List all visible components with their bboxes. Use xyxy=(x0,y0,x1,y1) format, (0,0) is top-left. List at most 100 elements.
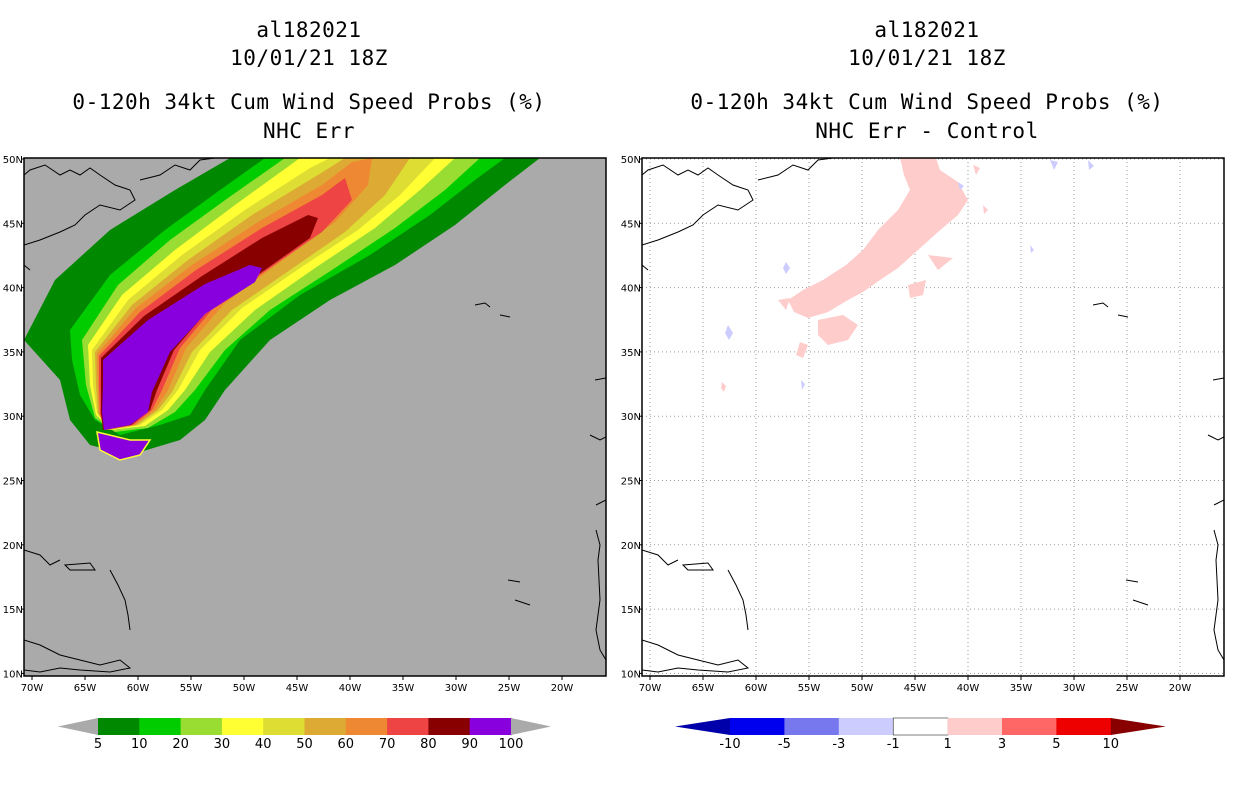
right-colorbar-box-0 xyxy=(730,718,785,735)
left-colorbar-box-7 xyxy=(387,718,429,735)
left-colorbar-box-3 xyxy=(221,718,264,735)
right-lat-label-15N: 15N xyxy=(621,605,641,616)
canada-coast xyxy=(24,164,136,246)
right-colorbar-label-1: 1 xyxy=(943,737,951,752)
positive-diff-band xyxy=(788,158,968,318)
left-product-title: 0-120h 34kt Cum Wind Speed Probs (%) xyxy=(72,90,546,114)
right-colorbar-label--10: -10 xyxy=(719,737,740,752)
left-colorbar-box-1 xyxy=(139,718,182,735)
right-colorbar-label--3: -3 xyxy=(832,737,845,752)
right-axis-ticks: 70W 65W 60W 55W 50W 45W 40W 35W 30W 25W 20W 50N 45N 4… xyxy=(621,155,1192,694)
right-lon-label-60W: 60W xyxy=(745,683,768,694)
left-colorbar-box-2 xyxy=(180,718,223,735)
right-lon-label-20W: 20W xyxy=(1169,683,1192,694)
left-coastlines xyxy=(24,158,606,673)
right-coastlines xyxy=(642,158,1224,673)
right-lat-label-25N: 25N xyxy=(621,477,641,488)
left-colorbar-low-extend xyxy=(58,718,98,735)
newfoundland-coast-r xyxy=(757,158,834,181)
right-colorbar: -10 -5 -3 -1 1 3 5 10 xyxy=(675,717,1166,752)
right-product-title: 0-120h 34kt Cum Wind Speed Probs (%) xyxy=(690,90,1164,114)
left-lat-label-10N: 10N xyxy=(3,669,23,680)
right-lon-label-65W: 65W xyxy=(692,683,715,694)
right-colorbar-box-3 xyxy=(892,717,949,736)
canary-islands-r xyxy=(1207,377,1224,441)
right-lon-label-35W: 35W xyxy=(1010,683,1033,694)
negative-diff-patch-2 xyxy=(783,262,790,274)
left-lon-label-25W: 25W xyxy=(498,683,521,694)
left-colorbar-box-0 xyxy=(98,718,140,735)
left-probability-shading xyxy=(24,158,540,461)
right-colorbar-label--1: -1 xyxy=(887,737,900,752)
positive-diff-patch-5 xyxy=(778,298,790,310)
right-colorbar-label--5: -5 xyxy=(778,737,791,752)
left-lat-label-40N: 40N xyxy=(3,284,23,295)
right-datetime: 10/01/21 18Z xyxy=(848,46,1006,70)
left-datetime: 10/01/21 18Z xyxy=(230,46,388,70)
right-lon-label-30W: 30W xyxy=(1063,683,1086,694)
left-subtitle: NHC Err xyxy=(262,119,355,143)
south-america-coast-r xyxy=(642,639,750,673)
left-colorbar-label-100: 100 xyxy=(499,737,524,752)
right-lon-label-55W: 55W xyxy=(798,683,821,694)
azores xyxy=(474,302,511,318)
left-lat-label-25N: 25N xyxy=(3,477,23,488)
positive-diff-patch-2 xyxy=(796,342,808,358)
left-colorbar-box-4 xyxy=(263,718,305,735)
left-colorbar-box-5 xyxy=(304,718,347,735)
left-colorbar-label-80: 80 xyxy=(420,737,437,752)
caribbean-islands-r xyxy=(642,549,714,571)
right-lon-label-25W: 25W xyxy=(1116,683,1139,694)
left-colorbar-high-extend xyxy=(511,718,551,735)
left-lat-label-45N: 45N xyxy=(3,219,23,230)
lesser-antilles xyxy=(109,569,131,631)
right-map-frame xyxy=(641,157,1225,677)
left-storm-id: al182021 xyxy=(256,18,362,42)
left-lat-label-30N: 30N xyxy=(3,412,23,423)
right-map-background xyxy=(642,158,1224,676)
left-map-frame xyxy=(23,157,607,677)
left-lat-label-15N: 15N xyxy=(3,605,23,616)
right-storm-id: al182021 xyxy=(874,18,980,42)
right-colorbar-high-extend xyxy=(1110,718,1166,735)
right-lon-label-70W: 70W xyxy=(639,683,662,694)
positive-diff-patch-3 xyxy=(908,280,926,298)
right-lat-label-30N: 30N xyxy=(621,412,641,423)
left-colorbar-label-10: 10 xyxy=(131,737,148,752)
south-america-coast xyxy=(24,639,132,673)
left-lon-label-55W: 55W xyxy=(180,683,203,694)
right-grid xyxy=(642,158,1224,676)
left-lon-label-40W: 40W xyxy=(339,683,362,694)
right-colorbar-label-10: 10 xyxy=(1103,737,1120,752)
left-colorbar-box-8 xyxy=(428,718,471,735)
africa-coast xyxy=(595,499,606,661)
right-lat-label-45N: 45N xyxy=(621,219,641,230)
positive-diff-patch-7 xyxy=(973,165,988,214)
left-colorbar-label-30: 30 xyxy=(214,737,231,752)
left-colorbar-label-5: 5 xyxy=(94,737,102,752)
left-lon-label-60W: 60W xyxy=(127,683,150,694)
left-lat-label-50N: 50N xyxy=(3,155,23,166)
positive-diff-patch-1 xyxy=(818,315,858,345)
lesser-antilles-r xyxy=(727,569,749,631)
left-colorbar-box-6 xyxy=(345,718,388,735)
left-panel: al182021 10/01/21 18Z 0-120h 34kt Cum Wi… xyxy=(3,18,607,752)
positive-diff-patch-4 xyxy=(928,255,953,270)
right-colorbar-box-6 xyxy=(1056,718,1112,735)
right-colorbar-box-1 xyxy=(784,718,840,735)
left-colorbar-label-40: 40 xyxy=(255,737,272,752)
left-lon-label-65W: 65W xyxy=(74,683,97,694)
left-lat-label-20N: 20N xyxy=(3,541,23,552)
left-lon-label-30W: 30W xyxy=(445,683,468,694)
left-lon-label-70W: 70W xyxy=(21,683,44,694)
right-panel: al182021 10/01/21 18Z 0-120h 34kt Cum Wi… xyxy=(618,0,1236,800)
positive-diff-patch-6 xyxy=(721,382,726,392)
right-lat-label-40N: 40N xyxy=(621,284,641,295)
negative-diff-patch-1 xyxy=(725,325,733,340)
right-lat-label-35N: 35N xyxy=(621,348,641,359)
right-lat-label-20N: 20N xyxy=(621,541,641,552)
left-colorbar-box-9 xyxy=(469,718,512,735)
right-difference-shading xyxy=(721,158,1094,392)
right-lat-label-10N: 10N xyxy=(621,669,641,680)
left-colorbar-label-20: 20 xyxy=(172,737,189,752)
